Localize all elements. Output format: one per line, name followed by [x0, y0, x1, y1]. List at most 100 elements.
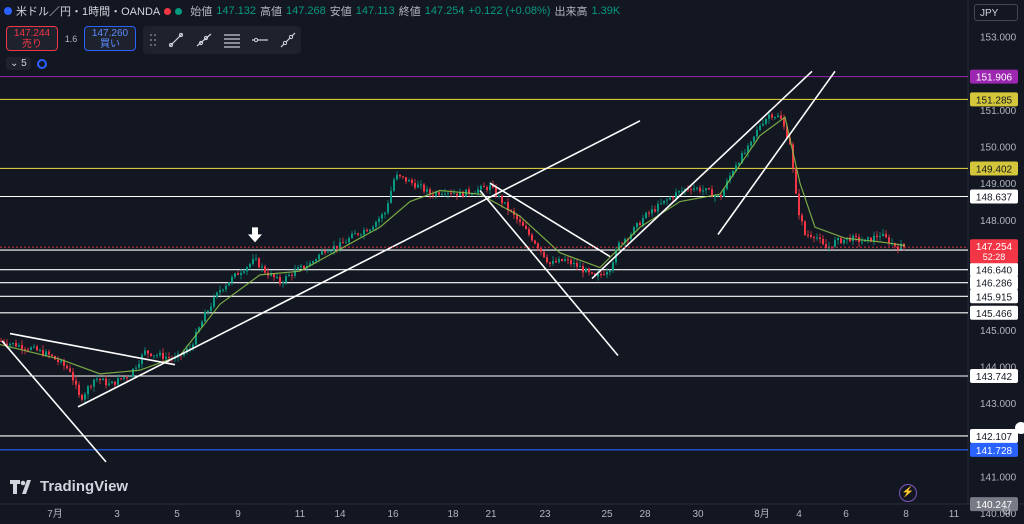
candle-body — [477, 189, 479, 194]
gear-icon[interactable]: ⚙ — [1001, 504, 1012, 518]
candle-body — [276, 276, 278, 278]
candle-body — [819, 237, 821, 239]
candle-body — [45, 351, 47, 356]
candle-body — [843, 239, 845, 244]
candle-body — [300, 265, 302, 268]
open-value: 147.132 — [216, 5, 257, 17]
price-tick-label: 145.000 — [980, 326, 1017, 337]
level-label: 151.906 — [976, 73, 1013, 84]
candle-body — [456, 193, 458, 196]
level-label: 145.466 — [976, 309, 1013, 320]
currency-selector[interactable]: JPY — [974, 4, 1018, 21]
candle-body — [51, 354, 53, 356]
candle-body — [555, 260, 557, 263]
price-tick-label: 143.000 — [980, 399, 1017, 410]
chart-legend: 米ドル／円・1時間・OANDA 始値 147.132 高値 147.268 安値 14… — [4, 3, 620, 19]
candle-body — [390, 190, 392, 204]
tradingview-logo-icon — [10, 479, 31, 494]
candle-body — [696, 187, 698, 189]
extended-line-icon[interactable] — [279, 31, 297, 49]
candle-body — [651, 209, 653, 214]
horizontal-line-icon[interactable] — [251, 31, 269, 49]
candle-body — [156, 355, 158, 357]
candle-body — [369, 229, 371, 232]
candle-body — [516, 214, 518, 220]
trend-line — [77, 120, 641, 408]
candle-body — [288, 274, 290, 277]
candle-body — [432, 194, 434, 196]
moving-average-line — [0, 116, 906, 375]
candle-body — [249, 263, 251, 268]
candle-body — [30, 347, 32, 350]
candle-body — [57, 359, 59, 362]
candle-body — [729, 175, 731, 181]
symbol-title[interactable]: 米ドル／円・1時間・OANDA — [16, 6, 161, 18]
candle-body — [546, 257, 548, 263]
candle-body — [597, 274, 599, 277]
candle-body — [420, 184, 422, 186]
candle-body — [738, 163, 740, 166]
candle-body — [621, 242, 623, 244]
currency-label: JPY — [980, 8, 999, 19]
candle-body — [693, 188, 695, 190]
buy-button[interactable]: 147.260 買い — [84, 26, 136, 51]
object-tree-icon[interactable] — [36, 58, 47, 69]
candle-body — [783, 118, 785, 127]
interval-label: 5 — [21, 58, 27, 69]
candle-body — [771, 114, 773, 118]
candle-body — [372, 226, 374, 230]
candle-body — [423, 184, 425, 192]
candle-body — [501, 195, 503, 204]
candle-body — [633, 227, 635, 235]
candle-body — [672, 197, 674, 199]
drag-handle-icon[interactable] — [149, 31, 157, 49]
market-status-icon — [164, 7, 172, 15]
trend-line-icon[interactable] — [167, 31, 185, 49]
candle-body — [741, 153, 743, 164]
candle-body — [585, 268, 587, 273]
candle-body — [834, 240, 836, 247]
candle-body — [411, 179, 413, 183]
sell-button[interactable]: 147.244 売り — [6, 26, 58, 51]
candle-body — [18, 345, 20, 347]
time-tick-label: 7月 — [47, 508, 63, 520]
time-tick-label: 4 — [796, 509, 802, 520]
price-tick-label: 149.000 — [980, 179, 1017, 190]
close-label: 終値 — [398, 6, 421, 18]
price-tick-label: 140.000 — [980, 509, 1017, 520]
candle-body — [60, 360, 62, 362]
time-tick-label: 25 — [601, 509, 613, 520]
brand-name: TradingView — [40, 478, 129, 495]
parallel-channel-icon[interactable] — [223, 31, 241, 49]
trend-line — [1, 340, 107, 463]
candle-body — [462, 191, 464, 197]
candle-body — [600, 274, 602, 276]
candle-body — [87, 386, 89, 395]
interval-button[interactable]: ⌄ 5 — [6, 57, 31, 70]
level-label-box — [970, 69, 1018, 84]
candle-body — [885, 233, 887, 238]
buy-label: 買い — [100, 39, 120, 50]
candle-body — [807, 234, 809, 236]
candle-body — [813, 236, 815, 238]
candle-body — [75, 380, 77, 385]
candle-body — [102, 378, 104, 381]
candle-body — [210, 306, 212, 311]
candle-body — [159, 352, 161, 356]
candle-body — [666, 199, 668, 201]
candle-body — [108, 383, 110, 386]
candle-body — [603, 274, 605, 276]
candle-body — [261, 266, 263, 268]
candle-body — [387, 203, 389, 213]
candle-body — [66, 365, 68, 369]
candle-body — [285, 276, 287, 283]
level-label-box — [970, 189, 1018, 204]
time-tick-label: 18 — [447, 509, 459, 520]
candle-body — [759, 125, 761, 130]
lightning-icon[interactable]: ⚡ — [899, 484, 917, 502]
ray-icon[interactable] — [195, 31, 213, 49]
candle-body — [723, 189, 725, 198]
level-label: 143.742 — [976, 372, 1013, 383]
time-tick-label: 8月 — [754, 508, 770, 520]
